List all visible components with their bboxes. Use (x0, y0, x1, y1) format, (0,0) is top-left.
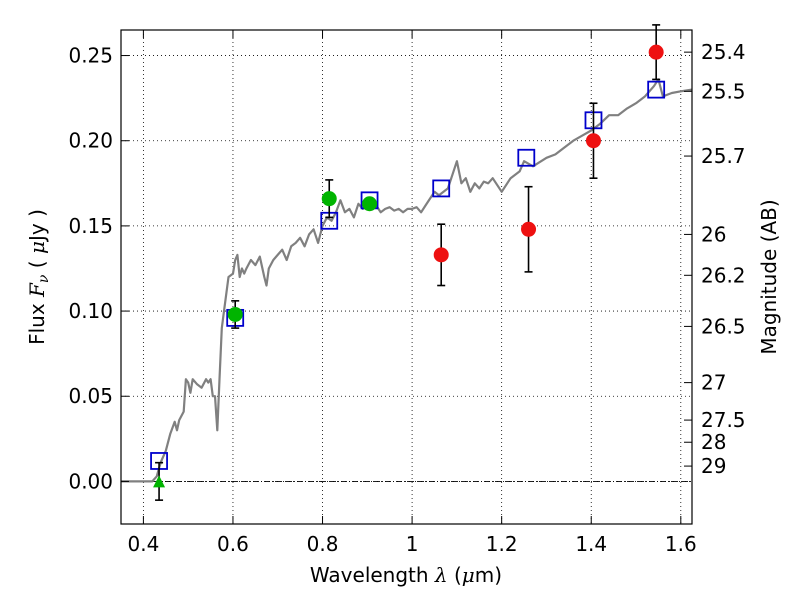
observed-point (648, 44, 664, 60)
magnitude-tick-label: 28 (701, 430, 726, 454)
x-tick-label: 0.4 (127, 532, 159, 556)
magnitude-tick-label: 26.2 (701, 263, 746, 287)
upper-limit-triangle (153, 475, 166, 488)
series-model-spectrum (121, 78, 693, 483)
x-tick-label: 1.4 (575, 532, 607, 556)
model-square-point (432, 179, 451, 198)
magnitude-tick-label: 29 (701, 454, 726, 478)
magnitude-axis-title: Magnitude (AB) (757, 199, 781, 354)
observed-point (521, 221, 537, 237)
data-series (121, 24, 693, 501)
y-axis: 0.00 0.05 0.10 0.15 0.20 0.25 (68, 44, 129, 493)
observed-point (585, 133, 601, 149)
model-square-point (517, 148, 536, 167)
magnitude-tick-label: 25.4 (701, 40, 746, 64)
y-tick-label: 0.00 (68, 469, 113, 493)
plot-frame (120, 29, 693, 525)
x-tick-label: 1.2 (486, 532, 518, 556)
x-tick-label: 1.6 (665, 532, 697, 556)
observed-point (227, 306, 243, 322)
x-tick-label: 0.6 (217, 532, 249, 556)
x-axis-title: Wavelength λ (μm) (310, 563, 502, 587)
x-tick-label: 1 (406, 532, 419, 556)
grid-lines (121, 30, 692, 524)
magnitude-tick-label: 26 (701, 222, 726, 246)
y-tick-label: 0.25 (68, 44, 113, 68)
y-axis-title: Flux Fν ( μJy ) (25, 209, 52, 345)
magnitude-tick-label: 26.5 (701, 314, 746, 338)
x-axis: 0.4 0.6 0.8 1 1.2 1.4 1.6 (127, 30, 697, 556)
observed-point (433, 247, 449, 263)
y-tick-label: 0.15 (68, 214, 113, 238)
magnitude-tick-label: 25.7 (701, 144, 746, 168)
y-tick-label: 0.20 (68, 129, 113, 153)
y-tick-label: 0.05 (68, 384, 113, 408)
model-square-point (647, 80, 666, 99)
magnitude-tick-label: 27 (701, 371, 726, 395)
spectrum-line (121, 78, 693, 483)
observed-point (362, 196, 378, 212)
series-red-detections (433, 24, 664, 287)
x-tick-label: 0.8 (307, 532, 339, 556)
y-tick-label: 0.10 (68, 299, 113, 323)
series-green-detections (227, 179, 378, 329)
observed-point (321, 191, 337, 207)
series-green-upper-limit (153, 461, 166, 501)
magnitude-tick-label: 25.5 (701, 79, 746, 103)
magnitude-tick-label: 27.5 (701, 408, 746, 432)
